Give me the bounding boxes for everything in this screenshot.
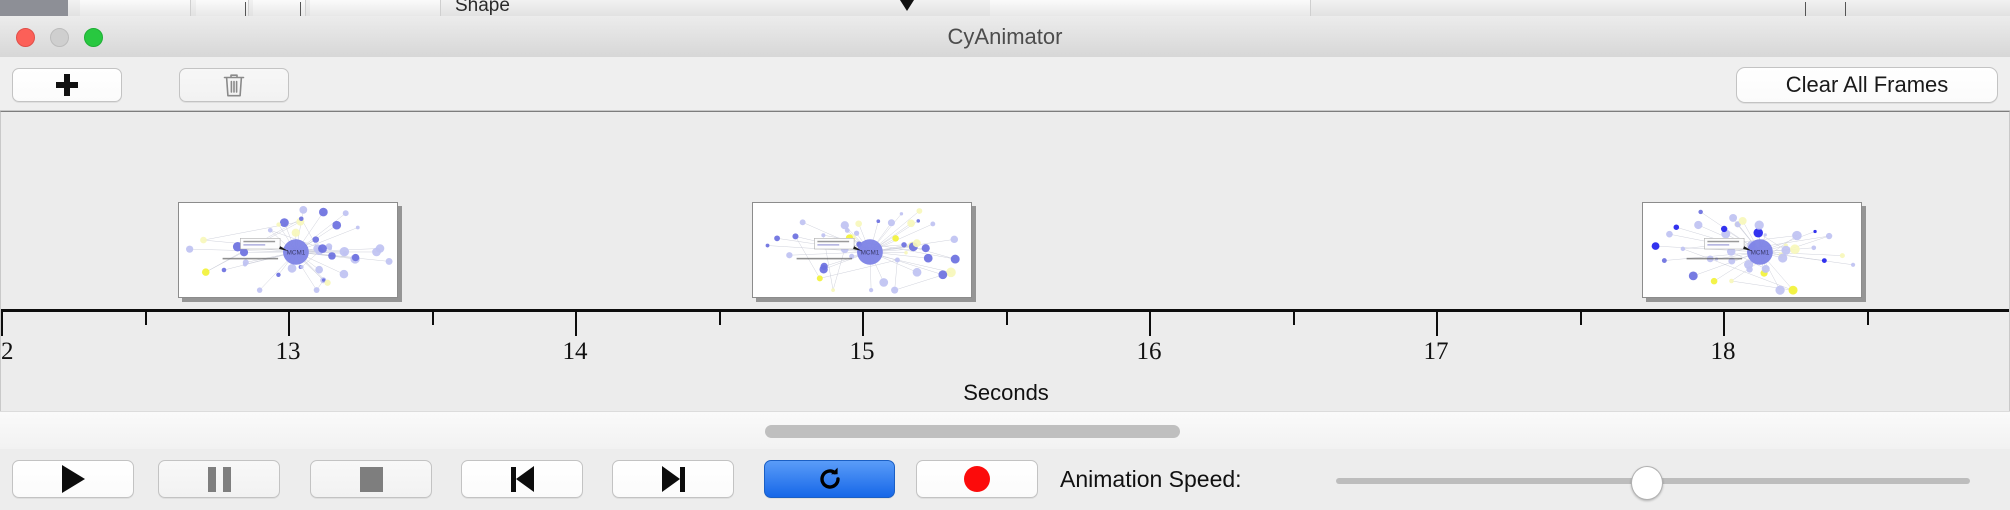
timeline-scrollbar[interactable] bbox=[0, 411, 2010, 451]
record-icon bbox=[964, 466, 990, 492]
background-app-cursor-icon bbox=[900, 0, 914, 11]
skip-back-icon bbox=[510, 466, 534, 492]
pause-button[interactable] bbox=[158, 460, 280, 498]
svg-text:MCM1: MCM1 bbox=[287, 249, 306, 256]
scrollbar-thumb[interactable] bbox=[765, 425, 1180, 438]
timeline-tick-major bbox=[1, 312, 3, 336]
add-frame-button[interactable] bbox=[12, 68, 122, 102]
previous-frame-button[interactable] bbox=[461, 460, 583, 498]
plus-icon bbox=[56, 74, 78, 96]
timeline-tick-major bbox=[862, 312, 864, 336]
timeline-tick-minor bbox=[144, 312, 147, 325]
svg-text:MCM1: MCM1 bbox=[861, 249, 880, 256]
next-frame-button[interactable] bbox=[612, 460, 734, 498]
clear-all-frames-button[interactable]: Clear All Frames bbox=[1736, 67, 1998, 103]
loop-icon bbox=[819, 467, 840, 489]
frame-thumbnail[interactable]: MCM1 bbox=[752, 202, 972, 298]
record-button[interactable] bbox=[916, 460, 1038, 498]
timeline-tick-major bbox=[1436, 312, 1438, 336]
timeline-tick-minor bbox=[1579, 312, 1582, 325]
timeline-panel[interactable]: MCM1 MCM1 MCM1 12 13 14 15 16 17 18 Seconds bbox=[0, 111, 2010, 411]
timeline-axis bbox=[1, 309, 2009, 312]
timeline-tick-minor bbox=[1292, 312, 1295, 325]
svg-text:MCM1: MCM1 bbox=[1750, 249, 1769, 256]
close-button[interactable] bbox=[16, 28, 35, 47]
maximize-button[interactable] bbox=[84, 28, 103, 47]
timeline-tick-major bbox=[288, 312, 290, 336]
timeline-tick-major bbox=[1149, 312, 1151, 336]
stop-icon bbox=[359, 466, 383, 492]
toolbar: Clear All Frames bbox=[0, 57, 2010, 111]
timeline-tick-major bbox=[1723, 312, 1725, 336]
frame-thumbnail[interactable]: MCM1 bbox=[1641, 202, 1862, 298]
playback-control-bar: Animation Speed: bbox=[0, 449, 2010, 510]
timeline-tick-minor bbox=[1005, 312, 1008, 325]
timeline-tick-label: 14 bbox=[562, 338, 588, 365]
timeline-tick-major bbox=[575, 312, 577, 336]
background-app-label: Shape bbox=[455, 0, 510, 16]
timeline-tick-label: 18 bbox=[1710, 338, 1736, 365]
skip-forward-icon bbox=[661, 466, 685, 492]
frame-thumbnail[interactable]: MCM1 bbox=[178, 202, 398, 298]
title-bar: CyAnimator bbox=[0, 16, 2010, 58]
timeline-tick-label: 12 bbox=[1, 338, 14, 365]
background-app-dark-panel bbox=[0, 0, 68, 16]
timeline-tick-minor bbox=[718, 312, 721, 325]
timeline-tick-label: 15 bbox=[849, 338, 875, 365]
loop-button[interactable] bbox=[764, 460, 895, 498]
minimize-button[interactable] bbox=[50, 28, 69, 47]
trash-icon bbox=[223, 74, 245, 97]
animation-speed-slider-handle[interactable] bbox=[1631, 466, 1663, 500]
background-app-strip: Shape bbox=[0, 0, 2010, 16]
delete-frame-button[interactable] bbox=[179, 68, 289, 102]
stop-button[interactable] bbox=[310, 460, 432, 498]
timeline-tick-label: 16 bbox=[1136, 338, 1162, 365]
play-icon bbox=[61, 465, 85, 493]
timeline-tick-minor bbox=[1866, 312, 1869, 325]
window-title: CyAnimator bbox=[947, 24, 1063, 49]
pause-icon bbox=[207, 466, 231, 492]
timeline-tick-label: 13 bbox=[275, 338, 301, 365]
animation-speed-label: Animation Speed: bbox=[1060, 466, 1242, 492]
window-controls bbox=[16, 28, 103, 47]
timeline-tick-label: 17 bbox=[1423, 338, 1449, 365]
timeline-tick-minor bbox=[431, 312, 434, 325]
play-button[interactable] bbox=[12, 460, 134, 498]
axis-title: Seconds bbox=[963, 380, 1049, 405]
